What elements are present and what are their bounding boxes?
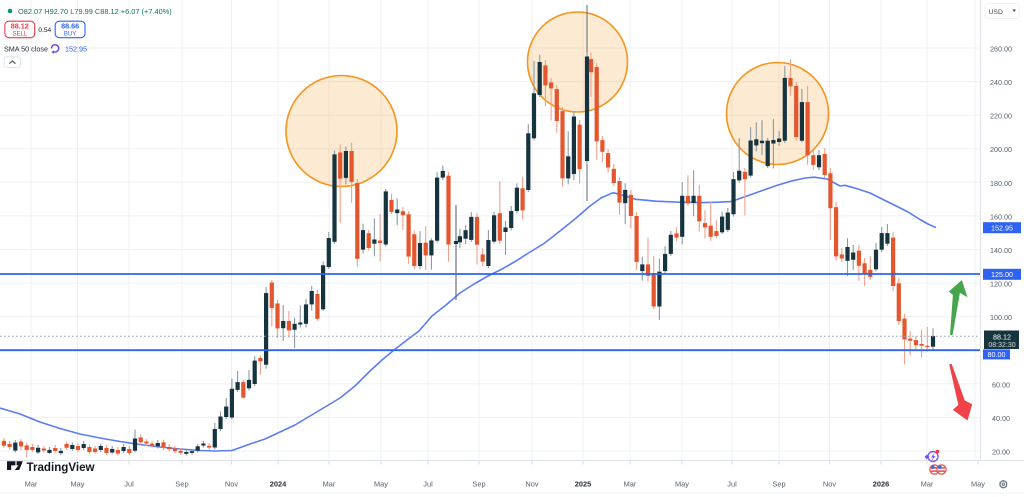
- svg-text:20.00: 20.00: [992, 448, 1010, 457]
- svg-text:2025: 2025: [575, 480, 591, 489]
- svg-text:SMA 50 close: SMA 50 close: [4, 45, 48, 54]
- svg-text:200.00: 200.00: [990, 145, 1012, 154]
- svg-text:80.00: 80.00: [988, 350, 1006, 359]
- svg-text:Mar: Mar: [25, 480, 38, 489]
- svg-text:Mar: Mar: [323, 480, 336, 489]
- svg-text:152.95: 152.95: [991, 223, 1013, 232]
- svg-text:60.00: 60.00: [992, 380, 1010, 389]
- svg-text:88.12: 88.12: [11, 22, 29, 31]
- svg-text:Mar: Mar: [624, 480, 637, 489]
- svg-text:88.12: 88.12: [993, 333, 1011, 342]
- svg-text:Sep: Sep: [175, 480, 188, 489]
- svg-text:Nov: Nov: [823, 480, 836, 489]
- svg-text:Nov: Nov: [225, 480, 238, 489]
- svg-text:08:32:30: 08:32:30: [988, 342, 1015, 349]
- svg-text:0.54: 0.54: [38, 27, 51, 34]
- svg-text:Mar: Mar: [921, 480, 934, 489]
- svg-text:May: May: [675, 480, 689, 489]
- svg-text:Jul: Jul: [423, 480, 433, 489]
- svg-text:May: May: [971, 480, 985, 489]
- svg-text:Nov: Nov: [525, 480, 538, 489]
- svg-text:Sep: Sep: [772, 480, 785, 489]
- svg-text:260.00: 260.00: [990, 45, 1012, 54]
- svg-text:125.00: 125.00: [991, 270, 1013, 279]
- svg-text:88.66: 88.66: [61, 22, 79, 31]
- svg-text:140.00: 140.00: [990, 246, 1012, 255]
- svg-text:O82.07 H92.70 L79.99 C88.12 +6: O82.07 H92.70 L79.99 C88.12 +6.07 (+7.40…: [18, 7, 172, 16]
- svg-text:40.00: 40.00: [992, 414, 1010, 423]
- svg-text:2026: 2026: [873, 480, 889, 489]
- svg-text:152.95: 152.95: [65, 45, 87, 54]
- svg-text:May: May: [71, 480, 85, 489]
- svg-text:180.00: 180.00: [990, 179, 1012, 188]
- svg-text:Sep: Sep: [472, 480, 485, 489]
- svg-text:160.00: 160.00: [990, 212, 1012, 221]
- svg-text:Jul: Jul: [727, 480, 737, 489]
- svg-text:USD: USD: [989, 9, 1003, 16]
- svg-text:100.00: 100.00: [990, 313, 1012, 322]
- svg-text:BUY: BUY: [64, 32, 76, 38]
- svg-text:2024: 2024: [270, 480, 287, 489]
- svg-text:240.00: 240.00: [990, 78, 1012, 87]
- svg-text:May: May: [374, 480, 388, 489]
- svg-text:120.00: 120.00: [990, 280, 1012, 289]
- svg-text:Jul: Jul: [124, 480, 134, 489]
- svg-text:220.00: 220.00: [990, 112, 1012, 121]
- svg-text:TradingView: TradingView: [27, 461, 96, 474]
- svg-text:SELL: SELL: [12, 32, 27, 38]
